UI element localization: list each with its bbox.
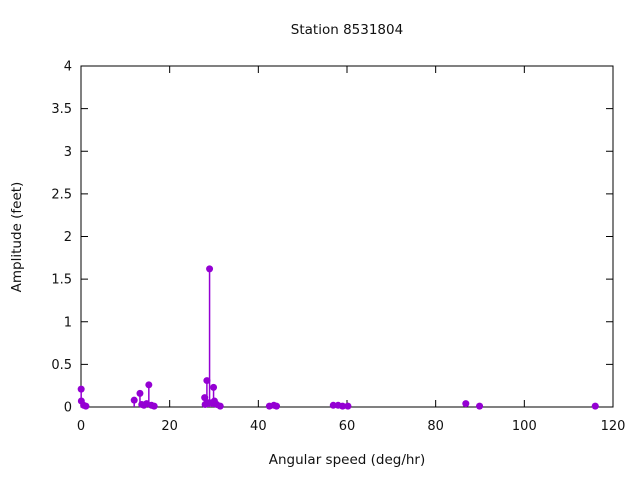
data-point bbox=[273, 402, 281, 410]
x-tick-label: 0 bbox=[77, 419, 85, 434]
x-axis-label: Angular speed (deg/hr) bbox=[268, 452, 426, 468]
x-tick-label: 40 bbox=[250, 419, 267, 434]
y-tick-label: 3 bbox=[64, 145, 72, 160]
data-point bbox=[82, 402, 90, 410]
data-point bbox=[329, 401, 337, 409]
data-point bbox=[339, 402, 347, 410]
chart-title: Station 8531804 bbox=[290, 22, 404, 38]
data-point bbox=[591, 402, 599, 410]
y-tick-label: 4 bbox=[64, 60, 72, 75]
data-point bbox=[206, 265, 214, 273]
x-tick-label: 100 bbox=[512, 419, 537, 434]
x-tick-label: 120 bbox=[601, 419, 626, 434]
data-point bbox=[145, 381, 153, 389]
plot-border bbox=[80, 65, 614, 408]
data-point bbox=[77, 385, 85, 393]
y-tick-label: 0 bbox=[64, 401, 72, 416]
y-tick-label: 0.5 bbox=[51, 358, 72, 373]
data-point bbox=[136, 389, 144, 397]
data-point bbox=[344, 402, 352, 410]
data-point bbox=[210, 383, 218, 391]
data-point bbox=[462, 400, 470, 408]
y-tick-label: 2.5 bbox=[51, 187, 72, 202]
x-tick-label: 20 bbox=[161, 419, 178, 434]
y-tick-label: 1.5 bbox=[51, 273, 72, 288]
x-tick-label: 60 bbox=[339, 419, 356, 434]
x-tick-label: 80 bbox=[427, 419, 444, 434]
data-point bbox=[130, 396, 138, 404]
data-point bbox=[150, 402, 158, 410]
data-point bbox=[476, 402, 484, 410]
data-point bbox=[216, 402, 224, 410]
y-tick-label: 2 bbox=[64, 230, 72, 245]
y-tick-label: 1 bbox=[64, 315, 72, 330]
y-tick-label: 3.5 bbox=[51, 102, 72, 117]
data-point bbox=[203, 377, 211, 385]
